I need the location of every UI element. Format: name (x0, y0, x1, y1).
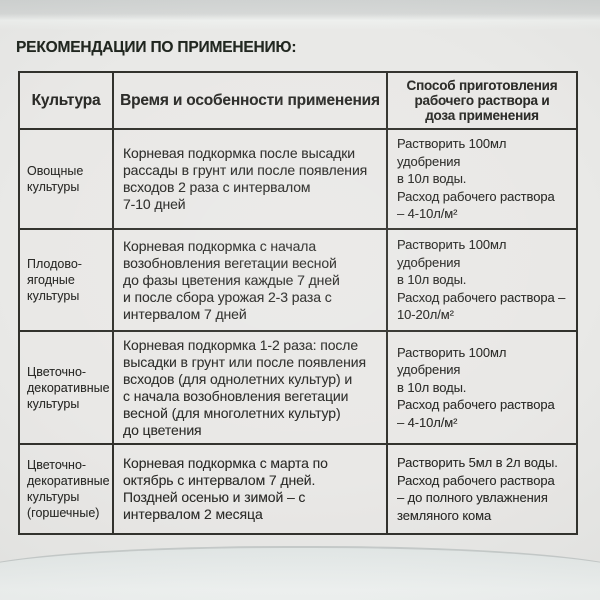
cell-timing: Корневая подкормка после высадки рассады… (112, 128, 388, 230)
cell-timing: Корневая подкормка с марта по октябрь с … (112, 443, 388, 535)
table-row-flower-potted: Цветочно- декоративные культуры (горшечн… (18, 443, 578, 535)
label-top-edge (0, 0, 600, 30)
cell-culture: Цветочно- декоративные культуры (горшечн… (18, 443, 114, 535)
cell-timing: Корневая подкормка с начала возобновлени… (112, 228, 388, 332)
table-header-row: Культура Время и особенности применения … (18, 71, 578, 130)
cell-culture: Овощные культуры (18, 128, 114, 230)
table-row-flower-decorative: Цветочно- декоративные культуры Корневая… (18, 330, 578, 445)
cell-culture: Цветочно- декоративные культуры (18, 330, 114, 445)
bottle-bottom-edge (0, 546, 600, 600)
header-timing: Время и особенности применения (112, 71, 388, 130)
cell-method: Растворить 100мл удобрения в 10л воды. Р… (386, 228, 578, 332)
cell-method: Растворить 100мл удобрения в 10л воды. Р… (386, 330, 578, 445)
header-method: Способ приготовления рабочего раствора и… (386, 71, 578, 130)
cell-method: Растворить 100мл удобрения в 10л воды. Р… (386, 128, 578, 230)
table-header: Культура Время и особенности применения … (18, 71, 578, 130)
cell-method: Растворить 5мл в 2л воды. Расход рабочег… (386, 443, 578, 535)
page-title: РЕКОМЕНДАЦИИ ПО ПРИМЕНЕНИЮ: (16, 39, 297, 56)
cell-culture: Плодово- ягодные культуры (18, 228, 114, 332)
header-culture: Культура (18, 71, 114, 130)
cell-timing: Корневая подкормка 1-2 раза: после высад… (112, 330, 388, 445)
table-body: Овощные культуры Корневая подкормка посл… (18, 128, 578, 535)
table-row-fruit-berry: Плодово- ягодные культуры Корневая подко… (18, 228, 578, 332)
table-row-vegetables: Овощные культуры Корневая подкормка посл… (18, 128, 578, 230)
recommendations-table: Культура Время и особенности применения … (18, 71, 578, 535)
